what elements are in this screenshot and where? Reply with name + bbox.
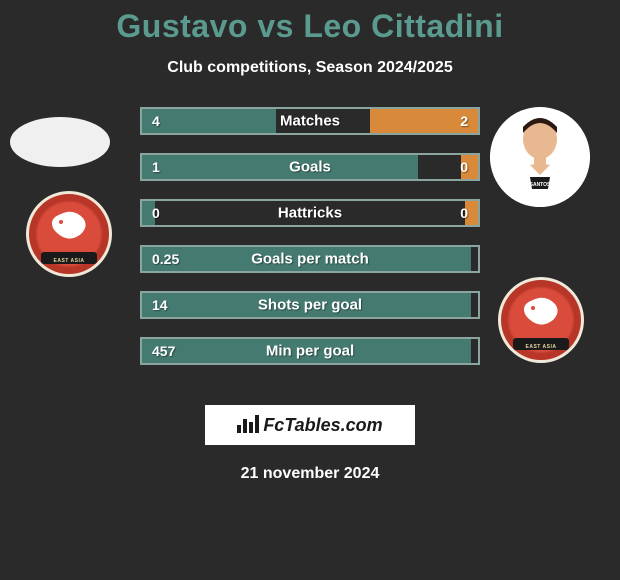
comparison-body: SANTOS EAST ASIA EAST ASIA Matches42G: [0, 107, 620, 397]
stat-value-right: 0: [460, 205, 468, 221]
stat-label: Min per goal: [142, 343, 478, 360]
stat-value-left: 0: [152, 205, 160, 221]
brand-text: FcTables.com: [263, 415, 382, 436]
comparison-title: Gustavo vs Leo Cittadini: [0, 8, 620, 45]
stat-row: Hattricks0 0: [140, 199, 480, 227]
stat-label: Goals per match: [142, 251, 478, 268]
stat-row: Min per goal457: [140, 337, 480, 365]
stat-row: Matches4 2: [140, 107, 480, 135]
stat-row: Shots per goal14: [140, 291, 480, 319]
comparison-subtitle: Club competitions, Season 2024/2025: [0, 59, 620, 77]
club-right-text: EAST ASIA: [526, 344, 557, 350]
stat-row: Goals per match0.25: [140, 245, 480, 273]
stat-value-right: 2: [460, 113, 468, 129]
brand-bars-icon: [237, 413, 259, 438]
stat-label: Shots per goal: [142, 297, 478, 314]
club-right-badge: EAST ASIA: [498, 277, 584, 363]
stat-value-left: 4: [152, 113, 160, 129]
player-right-avatar: SANTOS: [490, 107, 590, 207]
brand-badge: FcTables.com: [205, 405, 415, 445]
stat-label: Matches: [142, 113, 478, 130]
svg-text:SANTOS: SANTOS: [530, 182, 551, 188]
stats-panel: Matches42Goals10Hattricks00Goals per mat…: [140, 107, 480, 383]
club-left-text: EAST ASIA: [54, 258, 85, 264]
stat-label: Hattricks: [142, 205, 478, 222]
stat-value-left: 14: [152, 297, 168, 313]
stat-row: Goals1 0: [140, 153, 480, 181]
stat-value-right: 0: [460, 159, 468, 175]
stat-value-left: 0.25: [152, 251, 179, 267]
date-text: 21 november 2024: [0, 465, 620, 483]
player-left-avatar: [10, 117, 110, 167]
stat-value-left: 457: [152, 343, 175, 359]
stat-label: Goals: [142, 159, 478, 176]
stat-value-left: 1: [152, 159, 160, 175]
club-left-badge: EAST ASIA: [26, 191, 112, 277]
